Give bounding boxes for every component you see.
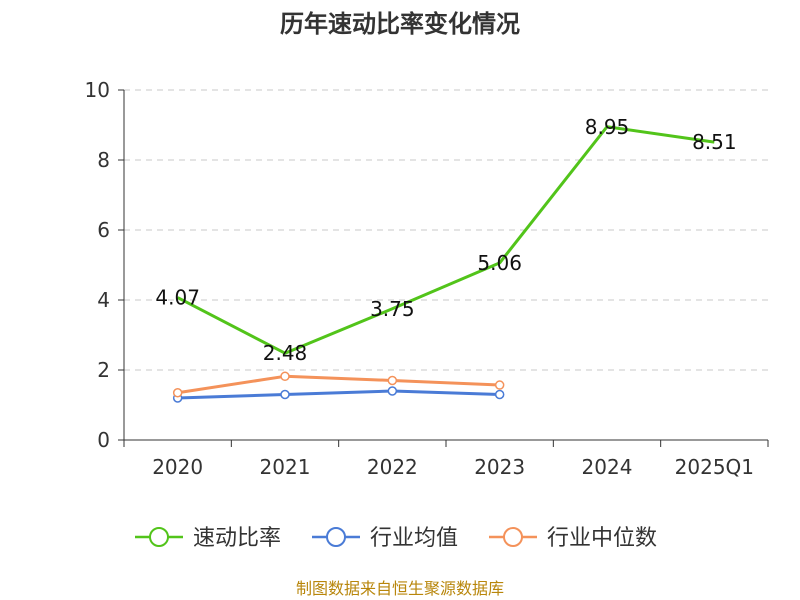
series-line-0 <box>176 125 715 355</box>
x-tick-label: 2025Q1 <box>675 455 754 479</box>
x-tick-label: 2021 <box>260 455 311 479</box>
x-tick-label: 2024 <box>582 455 633 479</box>
legend-label: 行业中位数 <box>547 526 657 551</box>
legend-marker <box>503 527 523 547</box>
legend-label: 速动比率 <box>193 526 281 551</box>
data-point <box>280 371 290 382</box>
data-point <box>172 388 183 398</box>
y-tick-label: 6 <box>97 218 110 242</box>
chart-title: 历年速动比率变化情况 <box>280 10 520 38</box>
data-point <box>387 375 398 386</box>
series-line-2 <box>177 374 500 395</box>
data-point <box>280 389 290 400</box>
x-tick-label: 2020 <box>152 455 203 479</box>
x-tick-label: 2023 <box>474 455 525 479</box>
grid <box>124 89 768 371</box>
footer-source: 制图数据来自恒生聚源数据库 <box>296 579 504 598</box>
series-group <box>172 125 715 403</box>
data-label: 2.48 <box>263 341 308 365</box>
y-tick-label: 8 <box>97 148 110 172</box>
data-label: 3.75 <box>370 297 415 321</box>
data-point <box>494 389 505 400</box>
x-tick-label: 2022 <box>367 455 418 479</box>
data-label: 8.51 <box>692 130 737 154</box>
y-tick-label: 0 <box>97 428 110 452</box>
legend-marker <box>326 527 346 547</box>
data-label: 4.07 <box>155 286 200 310</box>
y-tick-label: 2 <box>97 358 110 382</box>
data-label: 5.06 <box>477 251 522 275</box>
data-labels: 4.07 2.48 3.75 5.06 8.95 8.51 <box>155 115 736 365</box>
data-label: 8.95 <box>585 115 630 139</box>
legend: 速动比率 行业均值 行业中位数 <box>135 526 657 551</box>
axes: 0 2 4 6 8 10 2020 2021 2022 2023 2024 2025Q1 <box>85 78 769 479</box>
data-point <box>387 386 398 396</box>
legend-label: 行业均值 <box>370 526 458 551</box>
y-tick-label: 10 <box>85 78 110 102</box>
legend-marker <box>149 527 169 547</box>
series-line-1 <box>177 389 500 400</box>
data-point <box>494 380 505 390</box>
y-tick-label: 4 <box>97 288 110 312</box>
